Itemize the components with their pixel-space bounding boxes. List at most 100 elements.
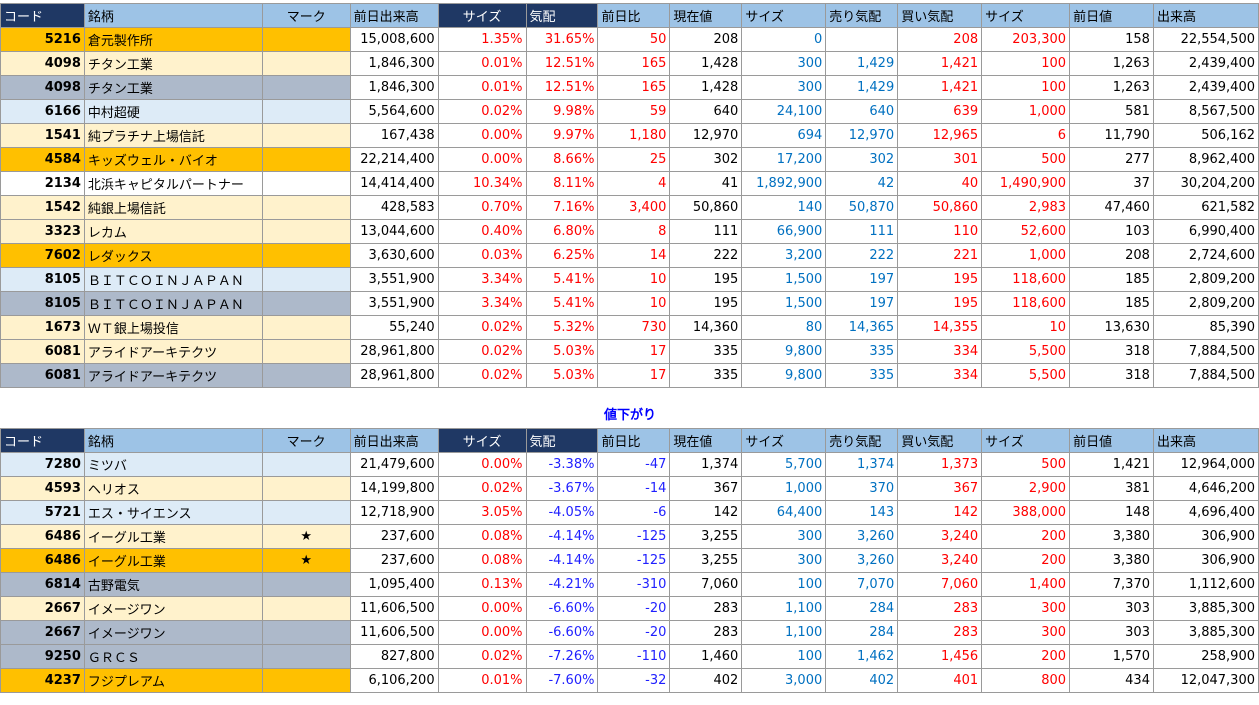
size-cell: 17,200: [741, 147, 827, 172]
bid-cell: 195: [897, 291, 983, 316]
volume-cell: 4,646,200: [1152, 476, 1259, 501]
price-cell: 3,255: [669, 548, 743, 573]
column-header[interactable]: 前日比: [597, 3, 671, 28]
column-header[interactable]: 前日値: [1069, 3, 1154, 28]
column-header[interactable]: コード: [0, 3, 85, 28]
column-header[interactable]: サイズ: [741, 3, 827, 28]
bid-cell: 367: [897, 476, 983, 501]
size-cell: 200: [981, 524, 1071, 549]
column-header[interactable]: サイズ: [437, 3, 527, 28]
prev-volume-cell: 13,044,600: [349, 219, 439, 244]
table-row[interactable]: 8105 ＢＩＴＣＯＩＮＪＡＰＡＮ 3,551,900 3.34% 5.41% 10 195…: [0, 267, 1259, 292]
table-row[interactable]: 5216 倉元製作所 15,008,600 1.35% 31.65% 50 208 0 208 2…: [0, 27, 1259, 52]
change-cell: -47: [597, 452, 671, 477]
mark-cell: [261, 500, 351, 525]
code-cell: 4098: [0, 75, 85, 100]
size-cell: 1,500: [741, 267, 827, 292]
table-row[interactable]: 6081 アライドアーキテクツ 28,961,800 0.02% 5.03% 17 335 9…: [0, 339, 1259, 364]
table-row[interactable]: 4098 チタン工業 1,846,300 0.01% 12.51% 165 1,428 300…: [0, 51, 1259, 76]
code-cell: 4237: [0, 668, 85, 693]
column-header[interactable]: 現在値: [669, 428, 743, 453]
size-cell: 0.01%: [437, 51, 527, 76]
table-row[interactable]: 6486 イーグル工業 ★ 237,600 0.08% -4.14% -125 3,255 30…: [0, 548, 1259, 573]
table-row[interactable]: 9250 ＧＲＣＳ 827,800 0.02% -7.26% -110 1,460 100 1,…: [0, 644, 1259, 669]
table-row[interactable]: 4237 フジプレアム 6,106,200 0.01% -7.60% -32 402 3,00…: [0, 668, 1259, 693]
table-row[interactable]: 7280 ミツバ 21,479,600 0.00% -3.38% -47 1,374 5,70…: [0, 452, 1259, 477]
size-cell: 0.08%: [437, 548, 527, 573]
quote-change-cell: 31.65%: [525, 27, 599, 52]
size-cell: 0.02%: [437, 99, 527, 124]
table-row[interactable]: 1541 純プラチナ上場信託 167,438 0.00% 9.97% 1,180 12,97…: [0, 123, 1259, 148]
size-cell: 10.34%: [437, 171, 527, 196]
mark-cell: [261, 644, 351, 669]
column-header[interactable]: 気配: [525, 3, 599, 28]
column-header[interactable]: サイズ: [981, 428, 1071, 453]
size-cell: 388,000: [981, 500, 1071, 525]
change-cell: 10: [597, 267, 671, 292]
size-cell: 3.34%: [437, 267, 527, 292]
column-header[interactable]: 売り気配: [825, 3, 899, 28]
table-row[interactable]: 4593 ヘリオス 14,199,800 0.02% -3.67% -14 367 1,000…: [0, 476, 1259, 501]
column-header[interactable]: 出来高: [1152, 3, 1259, 28]
size-cell: 0.00%: [437, 123, 527, 148]
prev-close-cell: 303: [1069, 620, 1154, 645]
table-row[interactable]: 8105 ＢＩＴＣＯＩＮＪＡＰＡＮ 3,551,900 3.34% 5.41% 10 195…: [0, 291, 1259, 316]
prev-close-cell: 318: [1069, 339, 1154, 364]
mark-cell: [261, 219, 351, 244]
table-row[interactable]: 4584 キッズウェル・バイオ 22,214,400 0.00% 8.66% 25 302 1…: [0, 147, 1259, 172]
column-header[interactable]: マーク: [261, 428, 351, 453]
column-header[interactable]: 銘柄: [83, 428, 263, 453]
column-header[interactable]: サイズ: [741, 428, 827, 453]
decliners-table: コード 銘柄 マーク 前日出来高 サイズ 気配 前日比 現在値 サイズ 売り気配 買い気配 サイズ 前日…: [0, 428, 1259, 693]
column-header[interactable]: 気配: [525, 428, 599, 453]
table-row[interactable]: 6486 イーグル工業 ★ 237,600 0.08% -4.14% -125 3,255 30…: [0, 524, 1259, 549]
table-row[interactable]: 6166 中村超硬 5,564,600 0.02% 9.98% 59 640 24,100 64…: [0, 99, 1259, 124]
table-row[interactable]: 5721 エス・サイエンス 12,718,900 3.05% -4.05% -6 142 64…: [0, 500, 1259, 525]
column-header[interactable]: 買い気配: [897, 428, 983, 453]
column-header[interactable]: 銘柄: [83, 3, 263, 28]
mark-cell: [261, 27, 351, 52]
column-header[interactable]: 前日値: [1069, 428, 1154, 453]
size-cell: 500: [981, 452, 1071, 477]
column-header[interactable]: 前日比: [597, 428, 671, 453]
quote-change-cell: -7.26%: [525, 644, 599, 669]
table-row[interactable]: 2667 イメージワン 11,606,500 0.00% -6.60% -20 283 1,1…: [0, 620, 1259, 645]
table-row[interactable]: 2134 北浜キャピタルパートナー 14,414,400 10.34% 8.11% 4 41…: [0, 171, 1259, 196]
table-row[interactable]: 7602 レダックス 3,630,600 0.03% 6.25% 14 222 3,200 22…: [0, 243, 1259, 268]
volume-cell: 8,962,400: [1152, 147, 1259, 172]
table-row[interactable]: 1673 ＷＴ銀上場投信 55,240 0.02% 5.32% 730 14,360 80 14…: [0, 315, 1259, 340]
quote-change-cell: -4.14%: [525, 524, 599, 549]
name-cell: チタン工業: [83, 75, 263, 100]
column-header[interactable]: 買い気配: [897, 3, 983, 28]
quote-change-cell: 6.25%: [525, 243, 599, 268]
size-cell: 1,892,900: [741, 171, 827, 196]
column-header[interactable]: 現在値: [669, 3, 743, 28]
quote-change-cell: 8.11%: [525, 171, 599, 196]
quote-change-cell: 9.97%: [525, 123, 599, 148]
table-row[interactable]: 6814 古野電気 1,095,400 0.13% -4.21% -310 7,060 100…: [0, 572, 1259, 597]
table-row[interactable]: 3323 レカム 13,044,600 0.40% 6.80% 8 111 66,900 111…: [0, 219, 1259, 244]
size-cell: 24,100: [741, 99, 827, 124]
name-cell: エス・サイエンス: [83, 500, 263, 525]
price-cell: 142: [669, 500, 743, 525]
column-header[interactable]: 出来高: [1152, 428, 1259, 453]
volume-cell: 7,884,500: [1152, 363, 1259, 388]
price-cell: 302: [669, 147, 743, 172]
prev-volume-cell: 11,606,500: [349, 620, 439, 645]
column-header[interactable]: サイズ: [981, 3, 1071, 28]
column-header[interactable]: コード: [0, 428, 85, 453]
column-header[interactable]: 前日出来高: [349, 3, 439, 28]
size-cell: 0.00%: [437, 452, 527, 477]
table-row[interactable]: 2667 イメージワン 11,606,500 0.00% -6.60% -20 283 1,1…: [0, 596, 1259, 621]
column-header[interactable]: マーク: [261, 3, 351, 28]
bid-cell: 12,965: [897, 123, 983, 148]
column-header[interactable]: サイズ: [437, 428, 527, 453]
column-header[interactable]: 売り気配: [825, 428, 899, 453]
prev-close-cell: 1,570: [1069, 644, 1154, 669]
bid-cell: 50,860: [897, 195, 983, 220]
table-row[interactable]: 1542 純銀上場信託 428,583 0.70% 7.16% 3,400 50,860 14…: [0, 195, 1259, 220]
quote-change-cell: 6.80%: [525, 219, 599, 244]
table-row[interactable]: 4098 チタン工業 1,846,300 0.01% 12.51% 165 1,428 300…: [0, 75, 1259, 100]
table-row[interactable]: 6081 アライドアーキテクツ 28,961,800 0.02% 5.03% 17 335 9…: [0, 363, 1259, 388]
column-header[interactable]: 前日出来高: [349, 428, 439, 453]
